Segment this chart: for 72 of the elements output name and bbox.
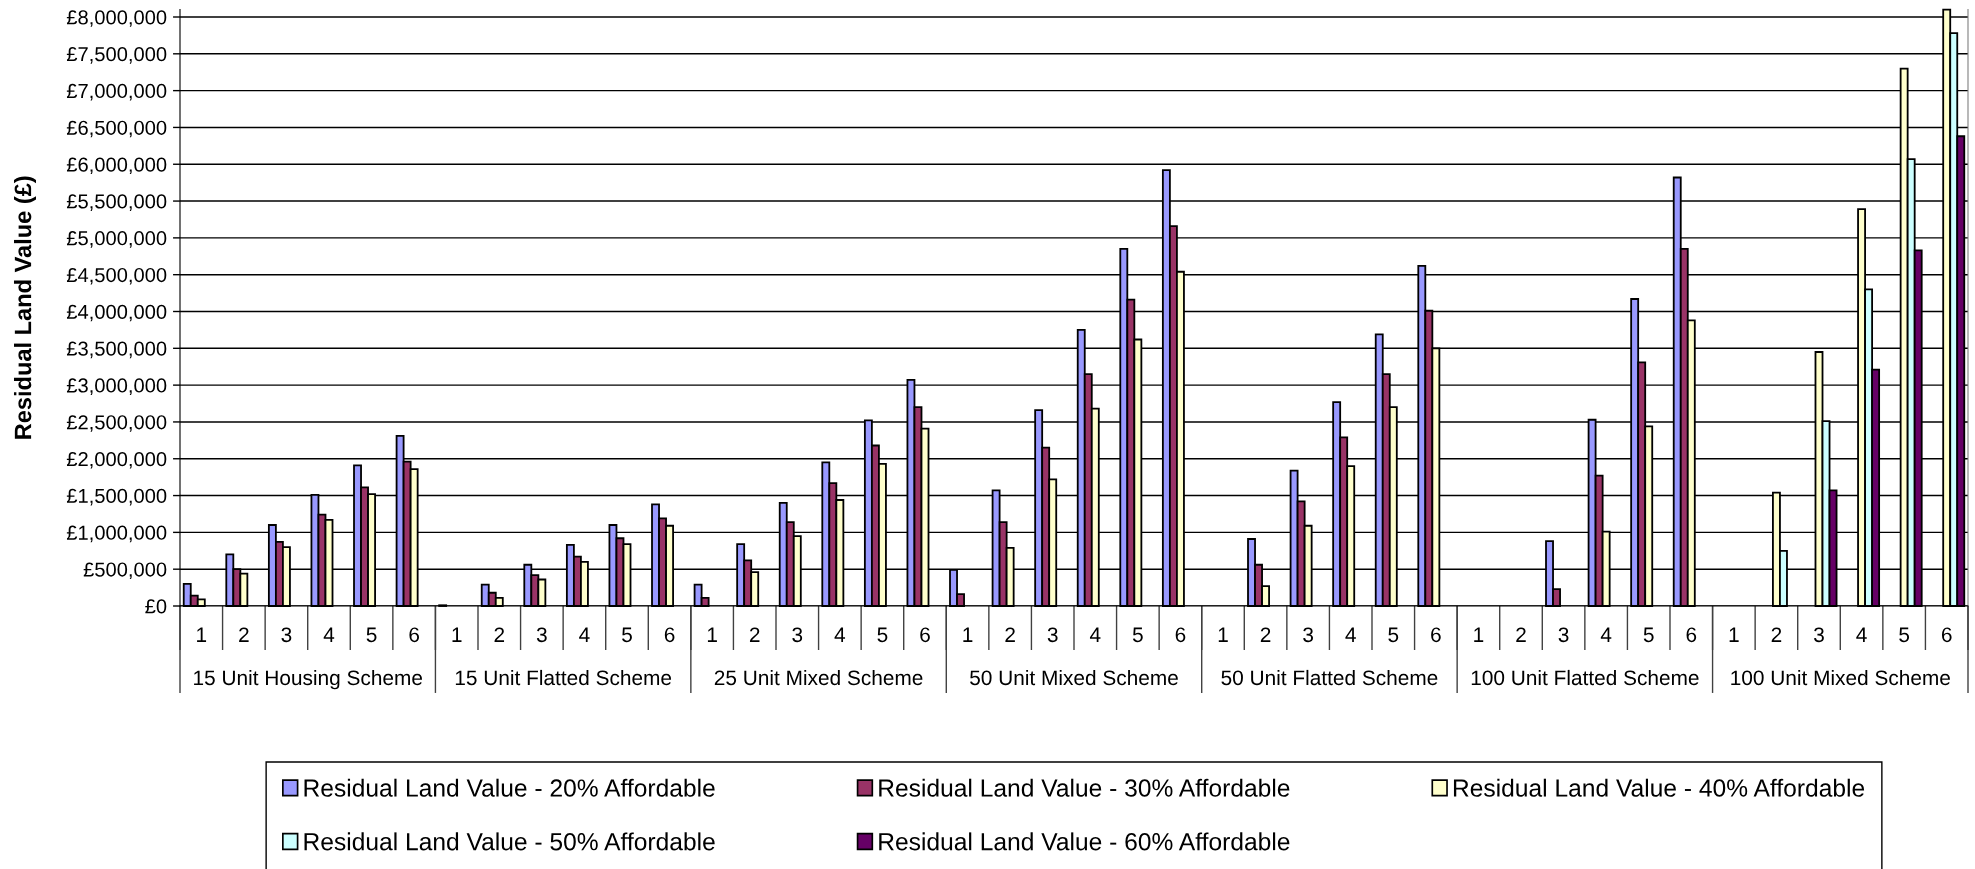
x-tick-label: 1 bbox=[197, 627, 207, 642]
legend-label: Residual Land Value - 40% Affordable bbox=[1453, 778, 1865, 797]
y-tick-label: £5,500,000 bbox=[66, 194, 167, 211]
x-tick-label: 2 bbox=[1005, 627, 1015, 642]
x-tick-label: 5 bbox=[1643, 627, 1654, 643]
x-tick-label: 6 bbox=[920, 627, 930, 643]
y-tick-label: £4,000,000 bbox=[66, 304, 167, 322]
y-tick-label: £7,500,000 bbox=[66, 47, 167, 64]
x-tick-label: 6 bbox=[1941, 627, 1952, 643]
y-tick-label: £8,000,000 bbox=[66, 10, 167, 27]
y-tick-label: £1,500,000 bbox=[66, 488, 167, 506]
text: 15 Unit Housing Scheme bbox=[194, 669, 423, 690]
x-tick-label: 3 bbox=[1814, 627, 1824, 643]
x-tick-label: 2 bbox=[1516, 627, 1526, 642]
y-tick-label: £2,500,000 bbox=[66, 415, 167, 432]
x-tick-label: 1 bbox=[1729, 627, 1739, 642]
x-tick-label: 3 bbox=[1558, 627, 1569, 643]
x-tick-label: 3 bbox=[792, 627, 803, 643]
text: 15 Unit Flatted Scheme bbox=[455, 669, 672, 686]
legend-label: Residual Land Value - 20% Affordable bbox=[304, 778, 715, 797]
text: 50 Unit Flatted Scheme bbox=[1221, 669, 1438, 686]
x-tick-label: 4 bbox=[579, 627, 590, 642]
x-tick-label: 3 bbox=[281, 627, 292, 643]
x-tick-label: 3 bbox=[1303, 627, 1314, 643]
y-axis-title: Residual Land Value (£) bbox=[13, 176, 36, 439]
legend-label: Residual Land Value - 50% Affordable bbox=[304, 832, 715, 851]
x-tick-label: 6 bbox=[409, 627, 420, 643]
x-tick-label: 2 bbox=[749, 627, 760, 642]
x-tick-label: 4 bbox=[1089, 627, 1101, 642]
y-tick-label: £5,000,000 bbox=[66, 231, 167, 248]
y-tick-label: £3,500,000 bbox=[66, 341, 167, 359]
x-tick-label: 6 bbox=[1431, 627, 1441, 643]
y-tick-label: £4,500,000 bbox=[66, 267, 167, 285]
x-tick-label: 4 bbox=[1856, 627, 1867, 642]
x-tick-label: 4 bbox=[1345, 627, 1356, 642]
text: 100 Unit Flatted Scheme bbox=[1471, 669, 1699, 686]
x-tick-label: 4 bbox=[1600, 627, 1612, 642]
y-tick-label: £0 bbox=[145, 599, 167, 614]
x-tick-label: 5 bbox=[622, 627, 632, 643]
y-tick-label: £6,000,000 bbox=[66, 157, 167, 175]
y-tick-label: £2,000,000 bbox=[66, 451, 167, 469]
text: 50 Unit Mixed Scheme bbox=[970, 669, 1178, 686]
x-tick-label: 1 bbox=[963, 627, 973, 642]
y-tick-label: £500,000 bbox=[83, 562, 167, 580]
x-tick-label: 3 bbox=[536, 627, 547, 643]
x-tick-label: 5 bbox=[366, 627, 377, 643]
x-tick-label: 3 bbox=[1047, 627, 1058, 643]
x-tick-label: 5 bbox=[1899, 627, 1910, 643]
x-tick-label: 6 bbox=[1175, 627, 1186, 643]
x-tick-label: 6 bbox=[1686, 627, 1697, 643]
x-tick-label: 6 bbox=[664, 627, 675, 643]
x-tick-label: 4 bbox=[834, 627, 846, 642]
y-tick-label: £3,000,000 bbox=[66, 378, 167, 395]
y-tick-label: £6,500,000 bbox=[66, 120, 167, 138]
x-tick-label: 2 bbox=[494, 627, 505, 642]
legend-label: Residual Land Value - 30% Affordable bbox=[879, 778, 1290, 797]
x-tick-label: 4 bbox=[323, 627, 335, 642]
legend-label: Residual Land Value - 60% Affordable bbox=[879, 832, 1290, 851]
x-tick-label: 5 bbox=[1132, 627, 1143, 643]
x-tick-label: 2 bbox=[1260, 627, 1271, 642]
x-tick-label: 1 bbox=[1474, 627, 1484, 642]
x-tick-label: 1 bbox=[707, 627, 717, 642]
y-tick-label: £7,000,000 bbox=[66, 83, 167, 101]
x-tick-label: 2 bbox=[239, 627, 249, 642]
x-tick-label: 5 bbox=[877, 627, 888, 643]
x-tick-label: 5 bbox=[1388, 627, 1399, 643]
x-tick-label: 2 bbox=[1771, 627, 1782, 642]
text: 100 Unit Mixed Scheme bbox=[1731, 669, 1950, 686]
text: 25 Unit Mixed Scheme bbox=[714, 669, 923, 686]
x-tick-label: 1 bbox=[1218, 627, 1228, 642]
y-tick-label: £1,000,000 bbox=[66, 525, 167, 543]
x-tick-label: 1 bbox=[452, 627, 462, 642]
